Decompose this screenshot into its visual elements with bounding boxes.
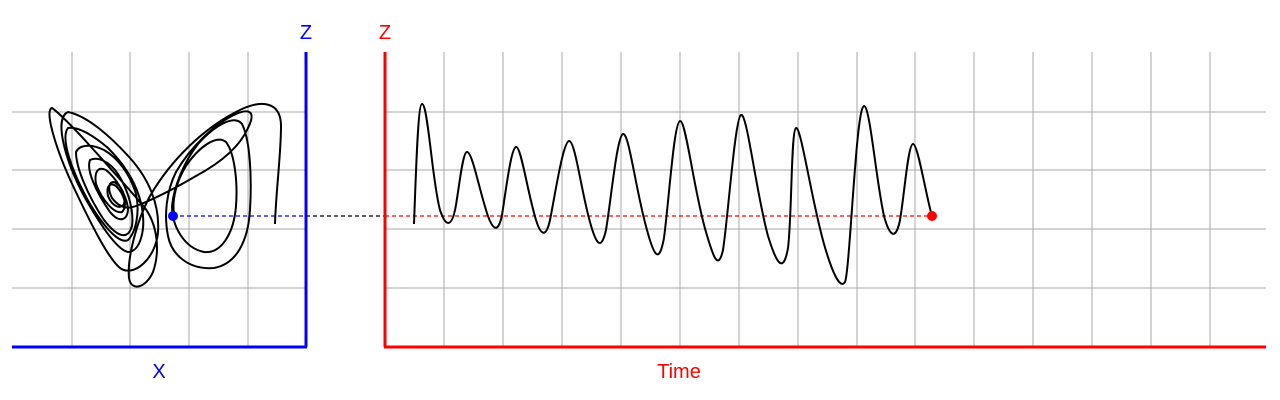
phase-plot-grid xyxy=(12,52,306,346)
phase-marker xyxy=(168,211,178,221)
time-plot-grid xyxy=(385,52,1266,346)
time-marker xyxy=(927,211,937,221)
time-z-axis-label: Z xyxy=(379,22,391,44)
phase-x-axis-label: X xyxy=(152,361,165,383)
attractor-curve xyxy=(48,103,282,288)
phase-z-axis-label: Z xyxy=(300,22,312,44)
time-series-curve xyxy=(413,103,933,285)
time-axis-label: Time xyxy=(657,361,701,383)
